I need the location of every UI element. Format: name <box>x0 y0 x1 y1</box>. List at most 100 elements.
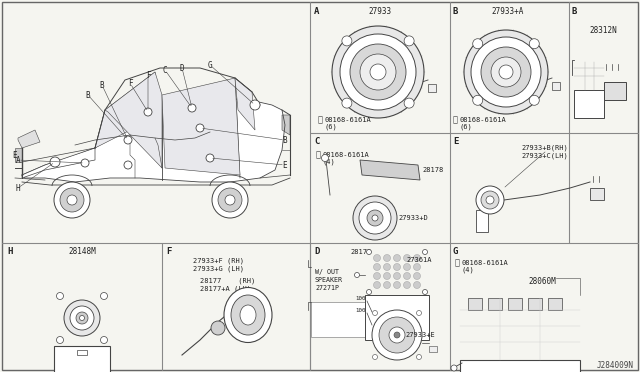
Text: D: D <box>180 64 184 73</box>
Circle shape <box>367 250 371 254</box>
Text: B: B <box>86 90 90 99</box>
Text: W/ OUT: W/ OUT <box>315 269 339 275</box>
Text: 28148M: 28148M <box>68 247 96 257</box>
Bar <box>365 295 429 340</box>
Circle shape <box>379 317 415 353</box>
Text: 27933+A: 27933+A <box>492 6 524 16</box>
Text: 28175: 28175 <box>350 249 371 255</box>
Circle shape <box>50 157 60 167</box>
Circle shape <box>499 65 513 79</box>
Circle shape <box>372 355 378 359</box>
Text: Ⓢ: Ⓢ <box>455 259 460 267</box>
Circle shape <box>355 273 360 278</box>
Circle shape <box>212 182 248 218</box>
Text: 27933+C(LH): 27933+C(LH) <box>522 153 568 159</box>
Circle shape <box>342 98 352 108</box>
Circle shape <box>451 365 457 371</box>
Circle shape <box>417 355 422 359</box>
Text: F: F <box>166 247 172 256</box>
Circle shape <box>404 98 414 108</box>
Circle shape <box>76 312 88 324</box>
Text: G: G <box>453 247 458 256</box>
Text: 28178: 28178 <box>422 167 444 173</box>
Text: C: C <box>163 65 167 74</box>
Circle shape <box>340 34 416 110</box>
Circle shape <box>218 188 242 212</box>
Circle shape <box>383 263 390 270</box>
Circle shape <box>67 195 77 205</box>
Circle shape <box>476 186 504 214</box>
Circle shape <box>60 188 84 212</box>
Bar <box>468 298 482 310</box>
Text: 28177    (RH): 28177 (RH) <box>200 278 255 284</box>
Polygon shape <box>15 148 22 162</box>
Text: (6): (6) <box>460 124 473 130</box>
Circle shape <box>389 327 405 343</box>
Text: F: F <box>146 71 150 80</box>
Text: 27933+E: 27933+E <box>405 332 435 338</box>
Circle shape <box>481 47 531 97</box>
Circle shape <box>413 273 420 279</box>
Bar <box>476 210 488 232</box>
Bar <box>574 90 604 118</box>
Ellipse shape <box>224 288 272 343</box>
Text: E: E <box>453 137 458 145</box>
Circle shape <box>144 108 152 116</box>
Circle shape <box>374 273 381 279</box>
Circle shape <box>473 39 483 49</box>
Circle shape <box>491 57 521 87</box>
Bar <box>54 346 110 372</box>
Circle shape <box>372 310 422 360</box>
Bar <box>488 298 502 310</box>
Circle shape <box>124 136 132 144</box>
Circle shape <box>374 282 381 289</box>
Text: H: H <box>16 183 20 192</box>
Text: 100: 100 <box>355 308 366 314</box>
Circle shape <box>196 124 204 132</box>
Circle shape <box>56 292 63 299</box>
Polygon shape <box>22 98 285 182</box>
Circle shape <box>79 315 84 321</box>
Circle shape <box>481 191 499 209</box>
Circle shape <box>321 154 328 161</box>
Circle shape <box>211 321 225 335</box>
Circle shape <box>473 95 483 105</box>
Circle shape <box>100 337 108 343</box>
Text: D: D <box>314 247 319 256</box>
Text: E: E <box>13 151 17 160</box>
Bar <box>590 188 604 200</box>
Circle shape <box>64 300 100 336</box>
Text: A: A <box>16 155 20 164</box>
Polygon shape <box>18 130 40 148</box>
Text: 27933+G (LH): 27933+G (LH) <box>193 266 244 272</box>
Circle shape <box>372 215 378 221</box>
Circle shape <box>404 36 414 46</box>
Circle shape <box>486 196 494 204</box>
Text: C: C <box>314 137 319 145</box>
Text: F: F <box>128 78 132 87</box>
Text: 27933: 27933 <box>369 6 392 16</box>
Circle shape <box>394 263 401 270</box>
Polygon shape <box>95 72 160 148</box>
Circle shape <box>394 254 401 262</box>
Text: 27271P: 27271P <box>315 285 339 291</box>
Polygon shape <box>360 160 420 180</box>
Circle shape <box>124 161 132 169</box>
Bar <box>429 346 437 352</box>
Circle shape <box>100 292 108 299</box>
Text: 08168-6161A: 08168-6161A <box>323 152 370 158</box>
Text: Ⓢ: Ⓢ <box>453 115 458 125</box>
Circle shape <box>394 273 401 279</box>
Circle shape <box>383 273 390 279</box>
Text: G: G <box>208 61 212 70</box>
Text: B: B <box>100 80 104 90</box>
Circle shape <box>370 64 386 80</box>
Polygon shape <box>235 78 255 130</box>
Circle shape <box>422 289 428 295</box>
Text: (4): (4) <box>323 159 336 165</box>
Circle shape <box>372 311 378 315</box>
Text: 08168-6161A: 08168-6161A <box>325 117 372 123</box>
Circle shape <box>374 263 381 270</box>
Circle shape <box>529 39 540 49</box>
Circle shape <box>81 159 89 167</box>
